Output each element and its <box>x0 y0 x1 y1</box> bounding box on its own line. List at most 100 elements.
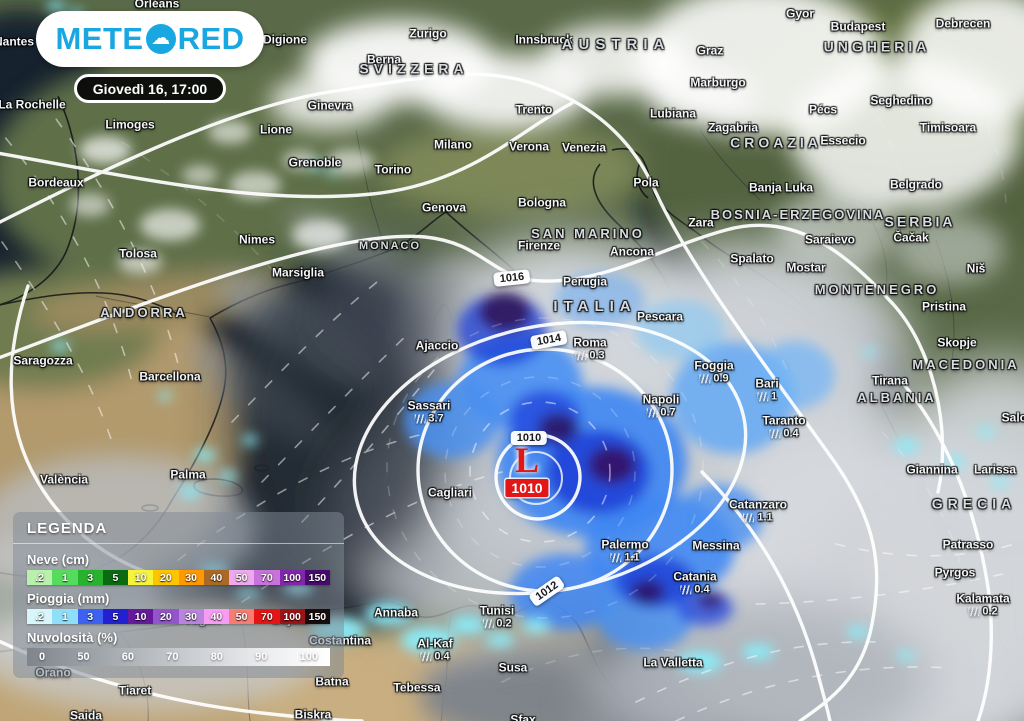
country-label: MONACO <box>358 240 422 253</box>
rain-icon <box>420 652 432 662</box>
city-label: Pescara <box>636 309 684 324</box>
city-label: Marburgo <box>690 75 746 90</box>
rain-icon <box>482 619 494 629</box>
country-label: BOSNIA-ERZEGOVINA <box>710 207 886 223</box>
low-pressure-marker: L 1010 <box>505 442 549 497</box>
city-label: Debrecen <box>935 16 991 31</box>
city-label: Giannina <box>906 462 958 477</box>
rain-amount: 0.4 <box>769 427 799 440</box>
legend-cell: 100 <box>279 609 305 624</box>
cloud-scale-tick: 50 <box>77 651 90 663</box>
city-label: Limoges <box>105 117 155 132</box>
city-label: Pyrgos <box>934 565 976 580</box>
legend-panel: LEGENDA Neve (cm) .2 1 3 5 10 20 30 40 50 70 100 15… <box>13 512 344 678</box>
city-label: Patrasso <box>942 537 994 552</box>
rain-amount: 0.9 <box>699 372 729 385</box>
city-label: Roma 0.3 <box>573 335 607 362</box>
legend-cell: 30 <box>178 609 204 624</box>
rain-icon <box>680 585 692 595</box>
legend-cell: 30 <box>178 570 204 585</box>
city-label: Sassari 3.7 <box>407 398 451 425</box>
city-label: Batna <box>315 674 349 689</box>
city-label: Bologna <box>518 195 566 210</box>
legend-cell: .2 <box>27 609 53 624</box>
rain-scale-bar: .2 1 3 5 10 20 30 40 50 70 100 150 <box>27 609 330 624</box>
city-label: La Valletta <box>643 655 703 670</box>
city-label: Sfax <box>510 712 536 721</box>
city-label: Tirana <box>872 373 908 388</box>
country-label: UNGHERIA <box>823 38 931 55</box>
cloud-scale-bar: 0 50 60 70 80 90 100 <box>27 648 330 666</box>
city-label: Timisoara <box>919 120 977 135</box>
city-label: Al-Kaf 0.4 <box>417 636 453 663</box>
city-label: Tiaret <box>118 683 152 698</box>
rain-amount: 0.2 <box>968 605 998 618</box>
legend-cell: 10 <box>128 609 154 624</box>
legend-cell: 5 <box>102 609 128 624</box>
city-label: La Rochelle <box>0 97 66 112</box>
city-label: Ancona <box>609 244 655 259</box>
precipitation-layer <box>47 1 1009 673</box>
cloud-scale-tick: 80 <box>210 651 223 663</box>
city-label: Cagliari <box>427 485 473 500</box>
legend-cell: 10 <box>128 570 154 585</box>
city-label: Salonicco <box>1001 410 1024 425</box>
city-label: Biskra <box>294 707 332 721</box>
rain-icon <box>610 553 622 563</box>
legend-cell: 50 <box>229 609 255 624</box>
timestamp-pill: Giovedì 16, 17:00 <box>74 74 226 103</box>
country-label: ALBANIA <box>857 390 937 406</box>
city-label: Larissa <box>973 462 1017 477</box>
rain-icon <box>769 429 781 439</box>
city-label: Skopje <box>937 335 977 350</box>
city-label: Annaba <box>373 605 419 620</box>
city-label: Seghedino <box>870 93 932 108</box>
city-label: Susa <box>498 660 528 675</box>
country-label: MACEDONIA <box>912 357 1020 373</box>
city-label: Pola <box>633 175 659 190</box>
city-label: Grenoble <box>288 155 342 170</box>
country-label: SVIZZERA <box>359 60 469 77</box>
city-label: Tolosa <box>119 246 157 261</box>
city-label: Napoli 0.7 <box>642 392 680 419</box>
country-label: SAN MARINO <box>531 226 645 242</box>
legend-cell: 1 <box>52 570 78 585</box>
legend-cell: 3 <box>77 570 103 585</box>
legend-separator <box>13 543 344 544</box>
legend-title: LEGENDA <box>27 520 108 537</box>
rain-icon <box>575 351 587 361</box>
legend-cell: 150 <box>304 570 330 585</box>
city-label: Zagabria <box>707 120 759 135</box>
city-label: Zara <box>688 215 714 230</box>
city-label: Bari 1 <box>755 376 779 403</box>
rain-scale-label: Pioggia (mm) <box>27 591 110 606</box>
rain-icon <box>756 392 768 402</box>
rain-amount: 0.7 <box>646 406 676 419</box>
meteored-logo[interactable]: METE ☁ RED <box>36 11 264 67</box>
logo-text-left: METE <box>55 21 144 56</box>
city-label: Foggia 0.9 <box>694 358 734 385</box>
country-label: AUSTRIA <box>561 36 671 54</box>
rain-icon <box>699 374 711 384</box>
city-label: Ginevra <box>307 98 353 113</box>
city-label: Catanzaro 1.1 <box>728 497 788 524</box>
cloud-scale-tick: 0 <box>39 651 46 663</box>
legend-cell: 70 <box>254 570 280 585</box>
cloud-scale-tick: 100 <box>299 651 318 663</box>
rain-icon <box>968 607 980 617</box>
rain-amount: 1 <box>756 390 777 403</box>
low-pressure-value: 1010 <box>505 478 549 497</box>
rain-amount: 3.7 <box>414 412 444 425</box>
city-label: Orléans <box>134 0 180 11</box>
city-label: Lubiana <box>649 106 697 121</box>
legend-cell: 1 <box>52 609 78 624</box>
cloud-scale-tick: 70 <box>166 651 179 663</box>
city-label: Essecio <box>820 133 866 148</box>
city-label: Graz <box>696 43 724 58</box>
city-label: Innsbruck <box>515 32 573 47</box>
city-label: Čačak <box>893 230 929 245</box>
isobar-label: 1010 <box>510 431 548 445</box>
city-label: Digione <box>263 32 307 47</box>
city-label: Firenze <box>517 238 561 253</box>
